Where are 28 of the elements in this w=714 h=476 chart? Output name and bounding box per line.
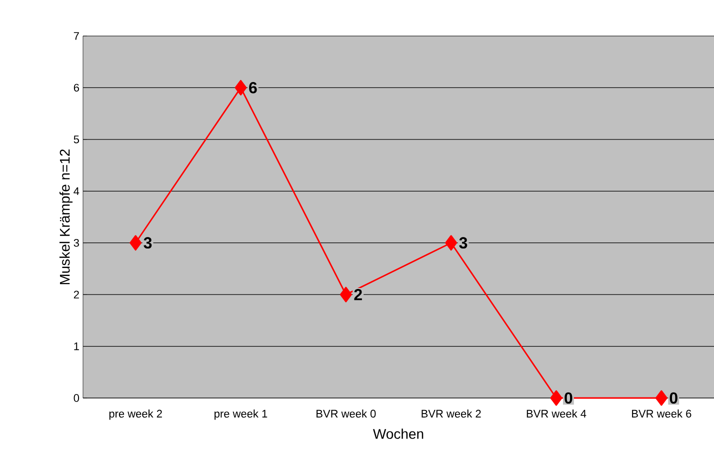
point bbox=[340, 286, 352, 302]
data-label: 0 bbox=[670, 392, 678, 404]
y-tick-label: 4 bbox=[74, 187, 80, 195]
point bbox=[445, 235, 458, 251]
data-label: 3 bbox=[459, 237, 468, 249]
x-tick-label: BVR week 4 bbox=[526, 410, 586, 418]
y-tick-label: 2 bbox=[74, 290, 79, 298]
point bbox=[550, 390, 562, 406]
x-tick-label: BVR week 2 bbox=[422, 410, 481, 418]
point bbox=[655, 390, 668, 406]
y-axis-title: Muskel Krämpfe n=12 bbox=[59, 149, 73, 284]
data-label: 3 bbox=[144, 237, 152, 249]
x-tick-label: BVR week 6 bbox=[632, 410, 692, 418]
y-tick-label: 1 bbox=[74, 342, 79, 350]
point bbox=[234, 80, 247, 96]
y-tick-label: 5 bbox=[74, 136, 80, 144]
x-tick-label: pre week 2 bbox=[109, 410, 162, 420]
data-label: 6 bbox=[249, 82, 257, 94]
y-tick-label: 7 bbox=[74, 32, 79, 40]
y-tick-label: 3 bbox=[74, 238, 80, 247]
data-label: 2 bbox=[354, 288, 362, 300]
y-tick-label: 6 bbox=[74, 84, 80, 92]
x-axis-title: Wochen bbox=[373, 428, 424, 439]
y-tick-label: 0 bbox=[74, 394, 80, 402]
x-tick-label: BVR week 0 bbox=[316, 410, 376, 418]
point bbox=[130, 235, 142, 251]
data-label: 0 bbox=[564, 392, 572, 404]
x-tick-label: pre week 1 bbox=[214, 410, 268, 420]
